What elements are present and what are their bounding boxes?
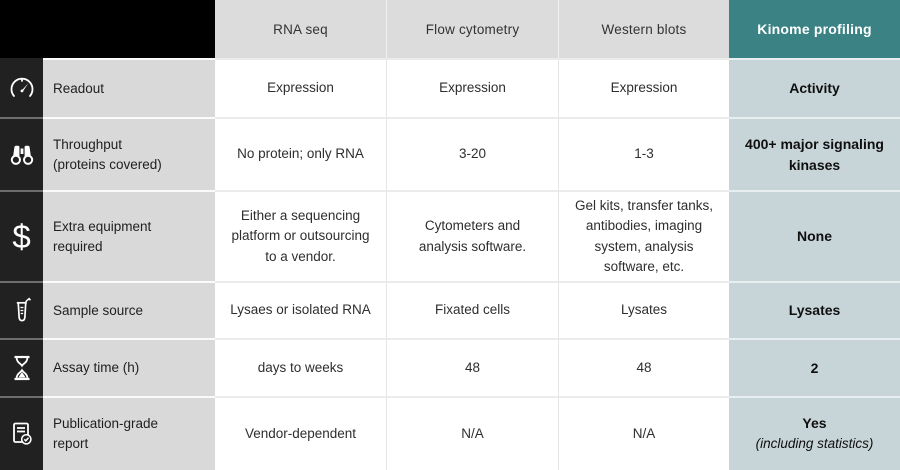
gauge-icon <box>8 75 36 101</box>
report-check-icon <box>9 420 35 448</box>
cell-readout-western-blots: Expression <box>558 58 729 117</box>
cell-report-rna-seq: Vendor-dependent <box>215 396 386 470</box>
report-kinome-main: Yes <box>802 415 827 432</box>
cell-report-kinome-profiling: Yes (including statistics) <box>729 396 900 470</box>
cell-assay-kinome-profiling: 2 <box>729 338 900 396</box>
column-header-kinome-profiling: Kinome profiling <box>729 0 900 58</box>
cell-equipment-flow-cytometry: Cytometers and analysis software. <box>386 190 558 281</box>
cell-throughput-rna-seq: No protein; only RNA <box>215 117 386 190</box>
sample-icon-cell <box>0 281 43 338</box>
column-header-rna-seq: RNA seq <box>215 0 386 58</box>
cell-throughput-flow-cytometry: 3-20 <box>386 117 558 190</box>
cell-throughput-kinome-profiling: 400+ major signaling kinases <box>729 117 900 190</box>
row-label-publication-report: Publication-grade report <box>43 396 215 470</box>
row-label-readout: Readout <box>43 58 215 117</box>
cell-assay-flow-cytometry: 48 <box>386 338 558 396</box>
cell-report-flow-cytometry: N/A <box>386 396 558 470</box>
cell-equipment-rna-seq: Either a sequencing platform or outsourc… <box>215 190 386 281</box>
equipment-icon-cell: $ <box>0 190 43 281</box>
column-header-western-blots: Western blots <box>558 0 729 58</box>
row-label-sample-source: Sample source <box>43 281 215 338</box>
cell-sample-rna-seq: Lysaes or isolated RNA <box>215 281 386 338</box>
row-label-extra-equipment: Extra equipment required <box>43 190 215 281</box>
row-label-throughput: Throughput (proteins covered) <box>43 117 215 190</box>
cell-report-western-blots: N/A <box>558 396 729 470</box>
column-header-flow-cytometry: Flow cytometry <box>386 0 558 58</box>
cell-readout-kinome-profiling: Activity <box>729 58 900 117</box>
throughput-icon-cell <box>0 117 43 190</box>
cell-assay-western-blots: 48 <box>558 338 729 396</box>
cell-assay-rna-seq: days to weeks <box>215 338 386 396</box>
header-corner-block <box>0 0 215 58</box>
cell-equipment-kinome-profiling: None <box>729 190 900 281</box>
binoculars-icon <box>9 142 35 168</box>
test-tube-icon <box>11 296 33 326</box>
row-label-assay-time: Assay time (h) <box>43 338 215 396</box>
cell-sample-flow-cytometry: Fixated cells <box>386 281 558 338</box>
cell-throughput-western-blots: 1-3 <box>558 117 729 190</box>
dollar-icon: $ <box>12 218 31 255</box>
readout-icon-cell <box>0 58 43 117</box>
cell-readout-flow-cytometry: Expression <box>386 58 558 117</box>
hourglass-icon <box>9 354 35 382</box>
cell-readout-rna-seq: Expression <box>215 58 386 117</box>
assay-time-icon-cell <box>0 338 43 396</box>
report-kinome-note: (including statistics) <box>755 436 874 452</box>
cell-equipment-western-blots: Gel kits, transfer tanks, antibodies, im… <box>558 190 729 281</box>
cell-sample-western-blots: Lysates <box>558 281 729 338</box>
cell-sample-kinome-profiling: Lysates <box>729 281 900 338</box>
report-icon-cell <box>0 396 43 470</box>
